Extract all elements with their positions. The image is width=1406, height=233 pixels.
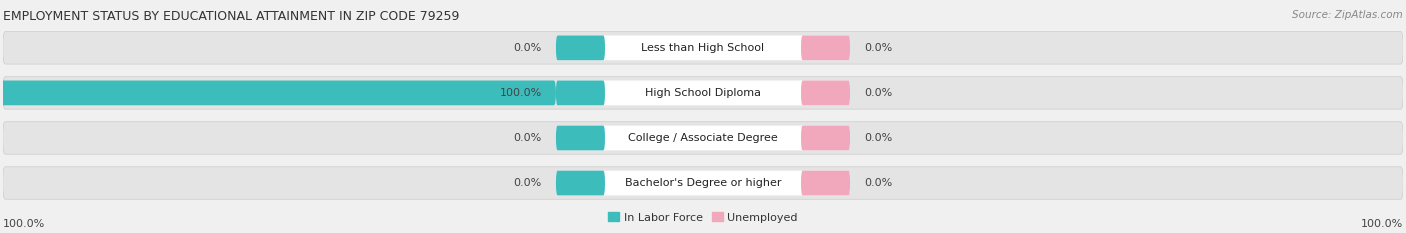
FancyBboxPatch shape — [801, 126, 851, 150]
Text: 100.0%: 100.0% — [3, 219, 45, 230]
Text: 0.0%: 0.0% — [865, 133, 893, 143]
Text: High School Diploma: High School Diploma — [645, 88, 761, 98]
FancyBboxPatch shape — [3, 32, 1403, 64]
Text: 0.0%: 0.0% — [513, 133, 541, 143]
Text: 0.0%: 0.0% — [513, 43, 541, 53]
Text: 100.0%: 100.0% — [499, 88, 541, 98]
Text: 0.0%: 0.0% — [513, 178, 541, 188]
FancyBboxPatch shape — [555, 126, 851, 150]
Legend: In Labor Force, Unemployed: In Labor Force, Unemployed — [609, 212, 797, 223]
Text: Source: ZipAtlas.com: Source: ZipAtlas.com — [1292, 10, 1403, 20]
Text: Bachelor's Degree or higher: Bachelor's Degree or higher — [624, 178, 782, 188]
Text: EMPLOYMENT STATUS BY EDUCATIONAL ATTAINMENT IN ZIP CODE 79259: EMPLOYMENT STATUS BY EDUCATIONAL ATTAINM… — [3, 10, 460, 23]
FancyBboxPatch shape — [801, 81, 851, 105]
Text: 0.0%: 0.0% — [865, 43, 893, 53]
Text: 0.0%: 0.0% — [865, 88, 893, 98]
Text: 100.0%: 100.0% — [1361, 219, 1403, 230]
Text: College / Associate Degree: College / Associate Degree — [628, 133, 778, 143]
FancyBboxPatch shape — [801, 35, 851, 60]
FancyBboxPatch shape — [555, 126, 605, 150]
FancyBboxPatch shape — [3, 122, 1403, 154]
Text: Less than High School: Less than High School — [641, 43, 765, 53]
FancyBboxPatch shape — [0, 81, 555, 105]
FancyBboxPatch shape — [3, 77, 1403, 109]
FancyBboxPatch shape — [555, 171, 605, 195]
Text: 0.0%: 0.0% — [865, 178, 893, 188]
FancyBboxPatch shape — [555, 81, 851, 105]
FancyBboxPatch shape — [555, 171, 851, 195]
FancyBboxPatch shape — [555, 81, 605, 105]
FancyBboxPatch shape — [555, 35, 605, 60]
FancyBboxPatch shape — [555, 35, 851, 60]
FancyBboxPatch shape — [3, 167, 1403, 199]
FancyBboxPatch shape — [801, 171, 851, 195]
